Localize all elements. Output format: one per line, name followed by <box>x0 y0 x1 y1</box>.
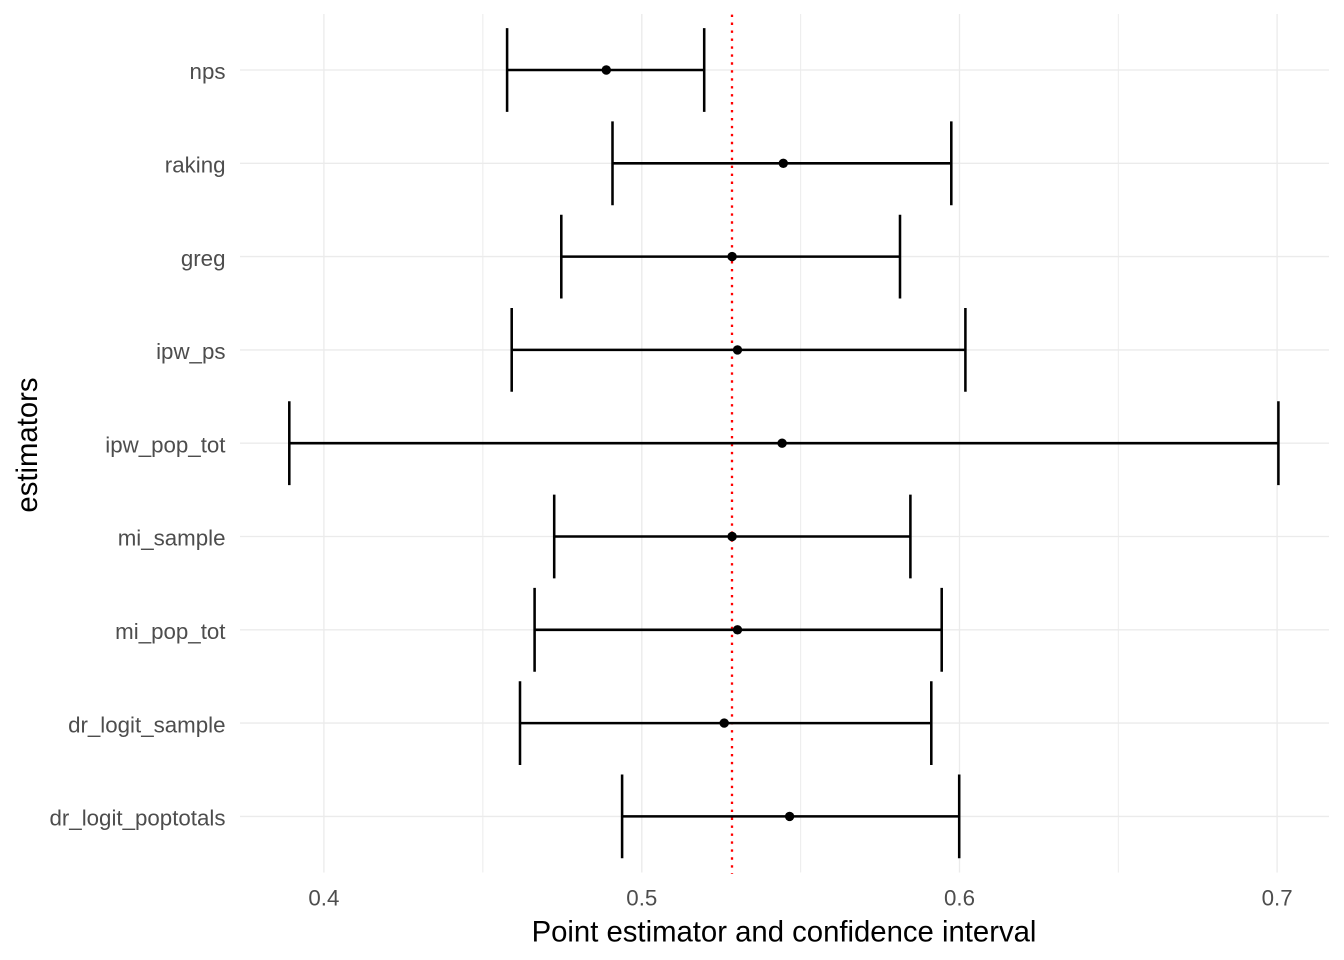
svg-text:0.6: 0.6 <box>944 886 975 911</box>
svg-text:mi_sample: mi_sample <box>118 526 226 551</box>
svg-text:mi_pop_tot: mi_pop_tot <box>115 619 226 644</box>
svg-text:greg: greg <box>181 246 226 271</box>
svg-text:raking: raking <box>165 153 226 178</box>
svg-text:0.7: 0.7 <box>1262 886 1293 911</box>
svg-text:estimators: estimators <box>11 377 44 512</box>
svg-text:Point estimator and confidence: Point estimator and confidence interval <box>532 916 1037 949</box>
svg-text:0.4: 0.4 <box>308 886 339 911</box>
svg-text:ipw_pop_tot: ipw_pop_tot <box>105 432 226 457</box>
svg-text:ipw_ps: ipw_ps <box>156 339 225 364</box>
svg-text:dr_logit_poptotals: dr_logit_poptotals <box>49 806 225 831</box>
svg-text:dr_logit_sample: dr_logit_sample <box>68 712 225 737</box>
svg-text:nps: nps <box>190 59 226 84</box>
svg-text:0.5: 0.5 <box>626 886 657 911</box>
